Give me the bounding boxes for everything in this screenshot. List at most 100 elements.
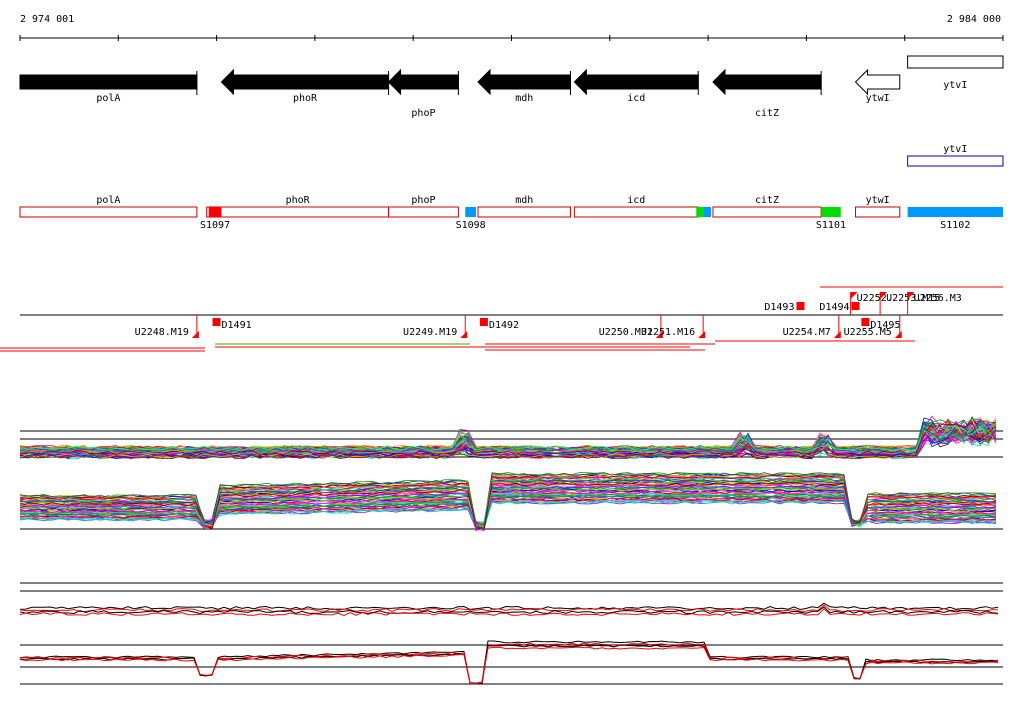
segment-box xyxy=(388,206,459,218)
segment-box xyxy=(855,206,901,218)
region-marker xyxy=(907,207,1003,217)
gene-label: ytwI xyxy=(866,93,890,104)
segment-box xyxy=(206,206,390,218)
transcript-label: U2248.M19 xyxy=(135,327,189,338)
gene-label: mdh xyxy=(515,93,533,104)
transcript-square xyxy=(861,318,870,326)
transcript-end-marker xyxy=(191,331,199,338)
transcript-end-marker xyxy=(880,292,888,299)
ruler-start-label: 2 974 001 xyxy=(20,14,74,25)
expression-line xyxy=(19,496,997,529)
expression-line xyxy=(19,421,997,456)
expression-line xyxy=(19,500,997,527)
annotation-label: ytvI xyxy=(943,144,967,155)
expression-line xyxy=(19,608,999,616)
segment-label: phoR xyxy=(286,195,311,206)
transcript-label: U2254.M7 xyxy=(783,327,831,338)
expression-line xyxy=(19,640,999,684)
expression-line xyxy=(19,492,997,527)
expression-line xyxy=(19,482,997,531)
transcript-label: U2253.M15 xyxy=(886,293,940,304)
expression-line xyxy=(19,417,997,451)
expression-line xyxy=(20,418,997,451)
expression-line xyxy=(19,642,999,685)
segment-label: polA xyxy=(96,195,120,206)
transcript-label: D1493 xyxy=(764,302,794,313)
segment-label: mdh xyxy=(515,195,533,206)
expression-panel-upper xyxy=(19,415,1003,532)
transcript-end-marker xyxy=(655,331,663,338)
transcript-square xyxy=(479,318,488,326)
transcript-label: U2250.M31 xyxy=(599,327,653,338)
gene-label: ytvI xyxy=(943,80,967,91)
expression-line xyxy=(19,415,997,450)
gene-track: polA phoR phoP mdh icd citZ ytwI ytvI xyxy=(19,55,1004,119)
expression-line xyxy=(19,602,999,611)
expression-line xyxy=(19,471,997,527)
expression-line xyxy=(19,416,997,451)
segment-label: phoP xyxy=(411,195,435,206)
gene-citZ xyxy=(712,68,822,96)
region-marker xyxy=(208,207,222,217)
gene-label: polA xyxy=(96,93,120,104)
transcript-label: D1494 xyxy=(819,302,849,313)
transcript-label: D1492 xyxy=(489,320,519,331)
segment-box xyxy=(477,206,571,218)
gene-label: phoP xyxy=(411,108,435,119)
segment-label: ytwI xyxy=(866,195,890,206)
gene-label: phoR xyxy=(293,93,318,104)
gene-label: icd xyxy=(627,93,645,104)
ruler-end-label: 2 984 000 xyxy=(947,14,1001,25)
expression-line xyxy=(19,490,997,531)
annotation-track: ytvI xyxy=(907,144,1004,167)
expression-line xyxy=(19,477,997,528)
gene-ytvI xyxy=(907,55,1004,69)
expression-line xyxy=(19,606,999,615)
gene-polA xyxy=(19,74,198,90)
expression-line xyxy=(19,646,999,685)
transcript-end-marker xyxy=(850,292,858,299)
segment-box xyxy=(19,206,198,218)
transcript-square xyxy=(212,318,221,326)
expression-line xyxy=(19,494,997,530)
region-label: S1098 xyxy=(456,220,486,231)
gene-phoP xyxy=(387,68,459,96)
region-marker xyxy=(465,207,477,217)
transcript-end-marker xyxy=(833,331,841,338)
expression-line xyxy=(19,477,997,526)
region-label: S1101 xyxy=(816,220,846,231)
expression-line xyxy=(19,472,997,529)
transcript-end-marker xyxy=(894,331,902,338)
transcript-label: U2251.M16 xyxy=(641,327,695,338)
transcript-label: D1495 xyxy=(870,320,900,331)
gene-icd xyxy=(573,68,699,96)
expression-line xyxy=(19,417,997,451)
transcript-end-marker xyxy=(907,292,915,299)
transcript-square xyxy=(851,302,860,310)
transcript-end-marker xyxy=(698,331,706,338)
segment-label: citZ xyxy=(755,195,779,206)
expression-line xyxy=(19,604,999,613)
expression-line xyxy=(19,428,997,459)
expression-line xyxy=(19,485,997,528)
transcript-end-marker xyxy=(460,331,468,338)
segment-track: polA phoR phoP mdh icd citZ ytwI S1097 S1098 S110… xyxy=(19,195,1003,231)
transcript-label: D1491 xyxy=(222,320,252,331)
annotation-box xyxy=(907,155,1004,167)
expression-line xyxy=(19,417,997,450)
expression-line xyxy=(19,493,997,526)
expression-line xyxy=(19,644,999,685)
expression-line xyxy=(19,421,997,457)
expression-line xyxy=(19,497,997,527)
segment-box xyxy=(573,206,699,218)
expression-line xyxy=(19,420,997,451)
transcript-label: U2256.M3 xyxy=(914,293,962,304)
expression-line xyxy=(19,475,997,530)
segment-label: icd xyxy=(627,195,645,206)
expression-line xyxy=(19,418,997,450)
region-marker xyxy=(703,207,712,217)
expression-panel-lower xyxy=(19,582,1003,685)
transcript-square xyxy=(796,302,805,310)
coordinate-ruler: 2 974 001 2 984 000 xyxy=(19,14,1004,41)
